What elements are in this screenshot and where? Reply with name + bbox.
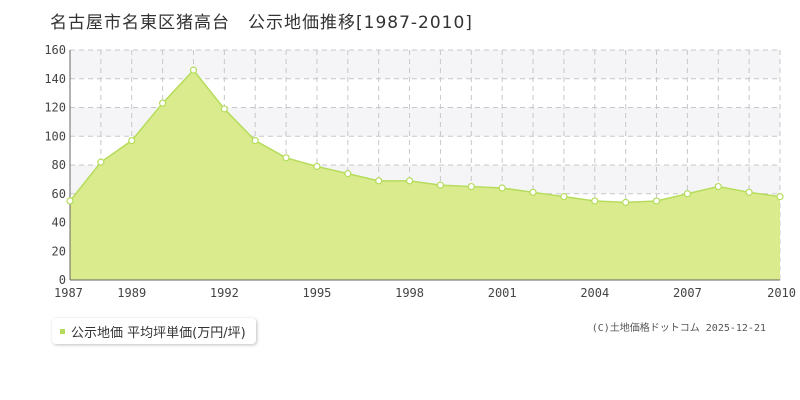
- x-tick-label: 2004: [580, 286, 609, 300]
- data-point: [776, 193, 784, 201]
- legend-label: 公示地価 平均坪単価(万円/坪): [71, 325, 246, 341]
- x-tick-label: 1987: [54, 286, 83, 300]
- legend: 公示地価 平均坪単価(万円/坪): [52, 318, 256, 344]
- data-point: [220, 105, 228, 113]
- series-line: [69, 68, 781, 204]
- x-tick-label: 2010: [767, 286, 796, 300]
- data-point: [745, 188, 753, 196]
- y-tick-label: 40: [52, 216, 66, 230]
- x-tick-label: 1995: [303, 286, 332, 300]
- y-tick-label: 0: [59, 273, 66, 287]
- copyright-credit: (C)土地価格ドットコム 2025-12-21: [591, 323, 766, 334]
- data-point: [622, 198, 630, 206]
- x-tick-label: 1989: [117, 286, 146, 300]
- land-price-area-chart: 0 20 40 60 80 100 120 140 160 1987 1989 1992 1995 199…: [44, 43, 796, 300]
- data-point: [467, 182, 475, 191]
- data-point: [251, 136, 259, 145]
- x-tick-label: 2001: [488, 286, 517, 300]
- data-point: [560, 193, 568, 201]
- data-point: [529, 188, 537, 196]
- x-tick-label: 1998: [395, 286, 424, 300]
- data-point: [128, 136, 136, 145]
- data-point: [591, 197, 599, 205]
- y-tick-label: 60: [52, 187, 66, 201]
- x-tick-label: 2007: [673, 286, 702, 300]
- data-point: [683, 190, 691, 198]
- data-point: [405, 177, 414, 185]
- data-point: [66, 197, 74, 205]
- y-tick-label: 20: [52, 244, 66, 258]
- y-tick-label: 100: [44, 129, 66, 143]
- data-point: [159, 99, 167, 107]
- grid-band: [70, 50, 780, 79]
- data-point: [344, 170, 352, 178]
- legend-swatch: [60, 328, 65, 334]
- y-tick-label: 140: [44, 72, 66, 86]
- data-point: [97, 158, 105, 166]
- data-point: [313, 162, 321, 171]
- data-point: [436, 181, 445, 189]
- data-point: [652, 197, 661, 205]
- series-area: [70, 70, 780, 280]
- y-tick-label: 80: [52, 158, 66, 172]
- data-point: [498, 184, 506, 192]
- data-point: [282, 154, 290, 162]
- y-tick-label: 120: [44, 101, 66, 115]
- data-point: [714, 182, 722, 191]
- data-point: [375, 177, 383, 185]
- chart-title: 名古屋市名東区猪高台 公示地価推移[1987-2010]: [50, 13, 473, 33]
- x-tick-label: 1992: [210, 286, 239, 300]
- y-tick-label: 160: [44, 43, 66, 57]
- data-point: [189, 66, 198, 74]
